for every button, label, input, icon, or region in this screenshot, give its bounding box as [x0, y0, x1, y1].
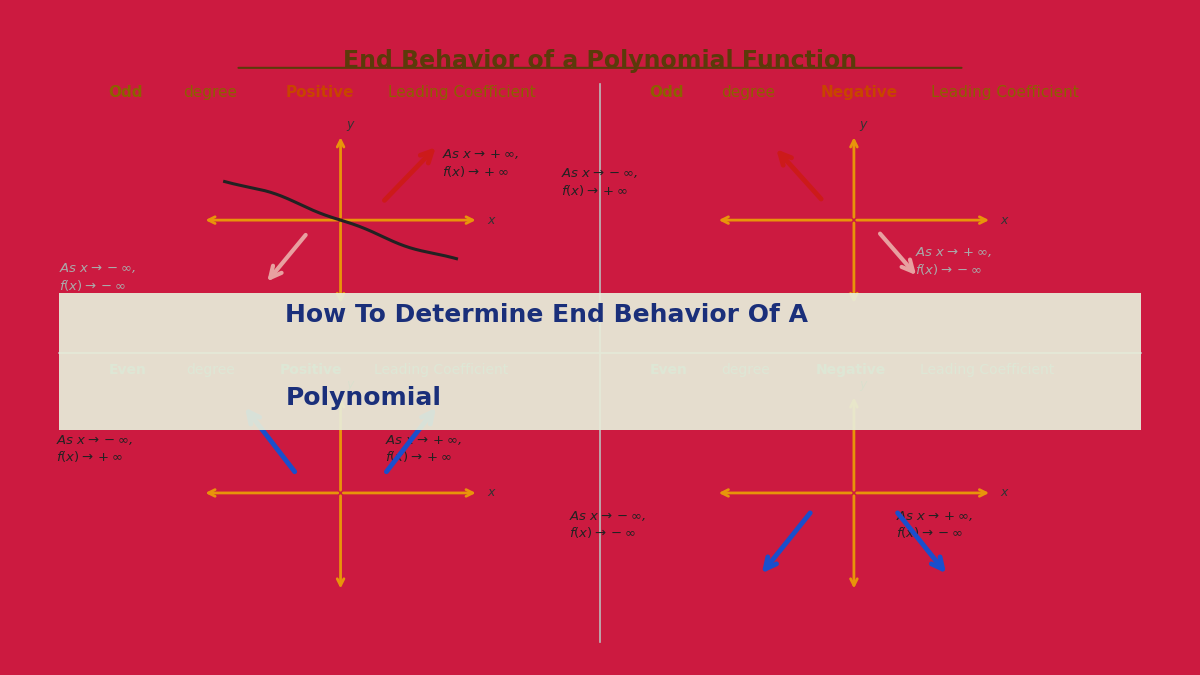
Text: As $x \rightarrow +\infty$,
$f(x) \rightarrow +\infty$: As $x \rightarrow +\infty$, $f(x) \right… [442, 147, 518, 179]
Text: x: x [487, 487, 494, 499]
Text: As $x \rightarrow -\infty$,
$f(x) \rightarrow -\infty$: As $x \rightarrow -\infty$, $f(x) \right… [59, 261, 136, 293]
Text: y: y [346, 379, 354, 391]
Text: How To Determine End Behavior Of A: How To Determine End Behavior Of A [286, 303, 809, 327]
Text: degree: degree [721, 85, 775, 100]
Text: Negative: Negative [821, 85, 898, 100]
Text: degree: degree [186, 363, 235, 377]
Text: Odd: Odd [109, 85, 143, 100]
Text: Leading Coefficient: Leading Coefficient [373, 363, 508, 377]
Text: degree: degree [182, 85, 236, 100]
Text: Odd: Odd [649, 85, 684, 100]
Text: y: y [859, 379, 866, 391]
Text: As $x \rightarrow +\infty$,
$f(x) \rightarrow -\infty$: As $x \rightarrow +\infty$, $f(x) \right… [896, 509, 973, 540]
Text: As $x \rightarrow -\infty$,
$f(x) \rightarrow +\infty$: As $x \rightarrow -\infty$, $f(x) \right… [562, 166, 638, 198]
Text: Even: Even [109, 363, 146, 377]
Text: x: x [1001, 487, 1008, 499]
Text: End Behavior of a Polynomial Function: End Behavior of a Polynomial Function [343, 49, 857, 73]
Text: As $x \rightarrow +\infty$,
$f(x) \rightarrow -\infty$: As $x \rightarrow +\infty$, $f(x) \right… [914, 246, 991, 277]
Text: Even: Even [649, 363, 688, 377]
Text: x: x [487, 213, 494, 227]
Text: x: x [1001, 213, 1008, 227]
Text: Leading Coefficient: Leading Coefficient [920, 363, 1055, 377]
Text: As $x \rightarrow -\infty$,
$f(x) \rightarrow +\infty$: As $x \rightarrow -\infty$, $f(x) \right… [55, 433, 132, 464]
Text: y: y [346, 118, 354, 131]
FancyBboxPatch shape [59, 293, 1141, 429]
Text: Leading Coefficient: Leading Coefficient [931, 85, 1079, 100]
Text: Leading Coefficient: Leading Coefficient [388, 85, 535, 100]
Text: Positive: Positive [286, 85, 354, 100]
Text: Negative: Negative [815, 363, 886, 377]
Text: degree: degree [721, 363, 770, 377]
Text: Polynomial: Polynomial [286, 386, 442, 410]
Text: y: y [859, 118, 866, 131]
Text: Positive: Positive [280, 363, 342, 377]
Text: As $x \rightarrow -\infty$,
$f(x) \rightarrow -\infty$: As $x \rightarrow -\infty$, $f(x) \right… [569, 509, 646, 540]
Text: As $x \rightarrow +\infty$,
$f(x) \rightarrow +\infty$: As $x \rightarrow +\infty$, $f(x) \right… [385, 433, 462, 464]
